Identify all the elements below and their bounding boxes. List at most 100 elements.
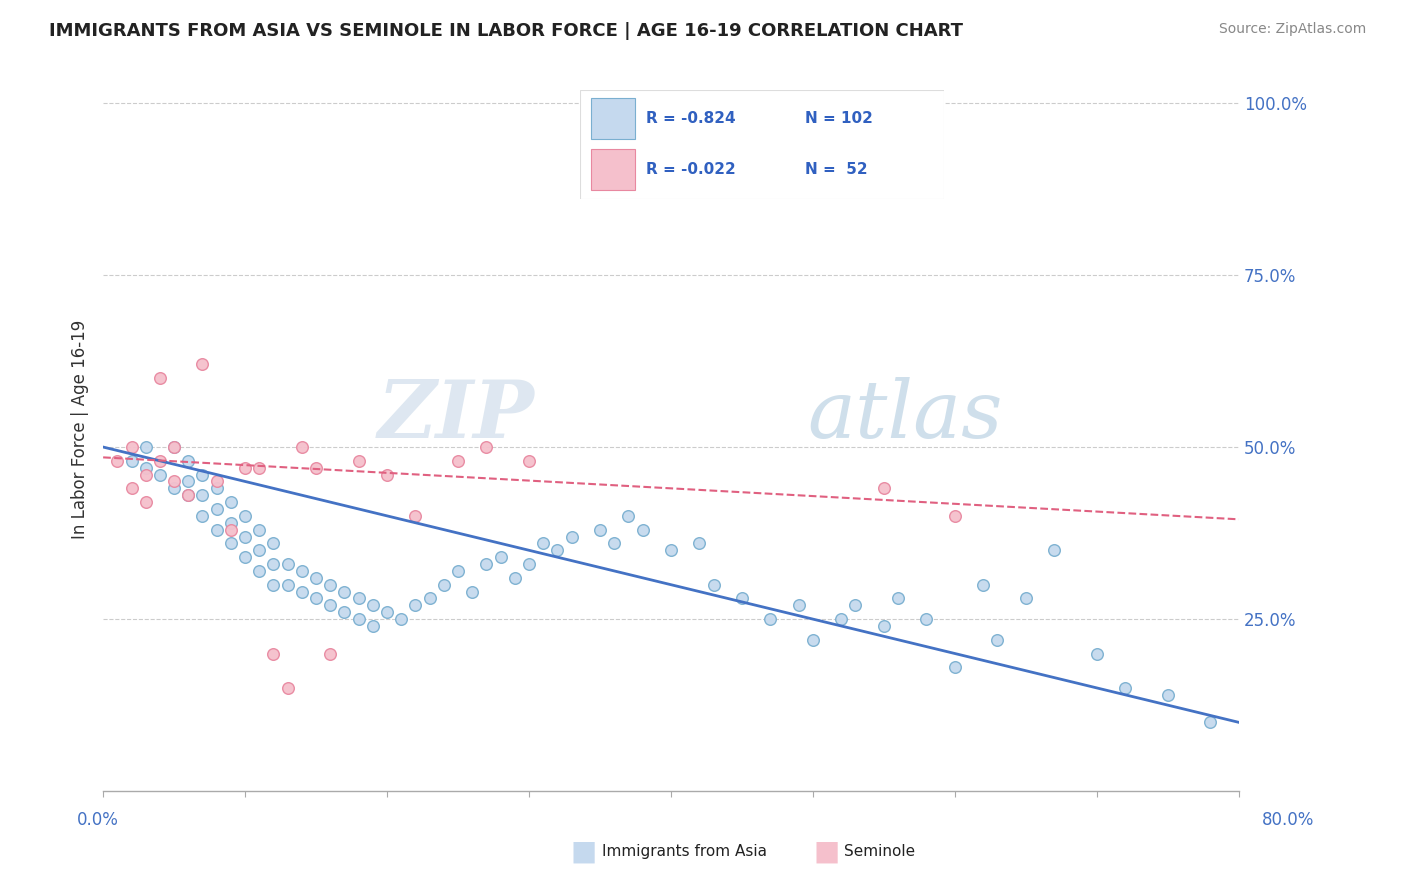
Text: ■: ■ — [571, 838, 596, 866]
Point — [787, 599, 810, 613]
Point — [531, 536, 554, 550]
Point — [191, 358, 214, 372]
Point — [333, 605, 356, 619]
Point — [191, 467, 214, 482]
Text: Source: ZipAtlas.com: Source: ZipAtlas.com — [1219, 22, 1367, 37]
Point — [503, 571, 526, 585]
Y-axis label: In Labor Force | Age 16-19: In Labor Force | Age 16-19 — [72, 320, 89, 540]
Point — [247, 543, 270, 558]
Point — [1015, 591, 1038, 606]
Point — [163, 475, 186, 489]
Text: 0.0%: 0.0% — [77, 811, 120, 829]
Point — [361, 619, 384, 633]
Point — [247, 460, 270, 475]
Point — [219, 523, 242, 537]
Point — [121, 454, 143, 468]
Point — [333, 584, 356, 599]
Point — [291, 440, 314, 454]
Point — [205, 523, 228, 537]
Text: Seminole: Seminole — [844, 845, 915, 859]
Point — [1114, 681, 1136, 695]
Point — [844, 599, 866, 613]
Point — [277, 577, 299, 591]
Point — [419, 591, 441, 606]
Point — [915, 612, 938, 626]
Text: atlas: atlas — [807, 376, 1002, 454]
Point — [291, 584, 314, 599]
Point — [404, 599, 426, 613]
Point — [263, 536, 285, 550]
Point — [617, 508, 640, 523]
Point — [205, 481, 228, 495]
Point — [801, 632, 824, 647]
Point — [205, 475, 228, 489]
Point — [121, 481, 143, 495]
Point — [263, 557, 285, 571]
Point — [135, 495, 157, 509]
Point — [589, 523, 612, 537]
Point — [305, 571, 328, 585]
Text: ZIP: ZIP — [378, 376, 534, 454]
Text: ■: ■ — [814, 838, 839, 866]
Point — [972, 577, 994, 591]
Point — [233, 529, 256, 543]
Point — [404, 508, 426, 523]
Point — [517, 454, 540, 468]
Point — [517, 557, 540, 571]
Point — [347, 454, 370, 468]
Point — [475, 557, 498, 571]
Point — [986, 632, 1008, 647]
Point — [631, 523, 654, 537]
Point — [135, 460, 157, 475]
Point — [433, 577, 456, 591]
Point — [263, 647, 285, 661]
Point — [731, 591, 754, 606]
Text: IMMIGRANTS FROM ASIA VS SEMINOLE IN LABOR FORCE | AGE 16-19 CORRELATION CHART: IMMIGRANTS FROM ASIA VS SEMINOLE IN LABO… — [49, 22, 963, 40]
Point — [561, 529, 583, 543]
Point — [447, 564, 470, 578]
Point — [873, 481, 896, 495]
Point — [347, 591, 370, 606]
Point — [205, 502, 228, 516]
Point — [389, 612, 412, 626]
Point — [375, 605, 398, 619]
Point — [233, 550, 256, 565]
Point — [177, 475, 200, 489]
Point — [319, 577, 342, 591]
Point — [105, 454, 128, 468]
Text: Immigrants from Asia: Immigrants from Asia — [602, 845, 766, 859]
Point — [135, 467, 157, 482]
Point — [247, 564, 270, 578]
Point — [603, 536, 626, 550]
Point — [263, 577, 285, 591]
Point — [319, 647, 342, 661]
Point — [319, 599, 342, 613]
Point — [375, 467, 398, 482]
Point — [475, 440, 498, 454]
Point — [347, 612, 370, 626]
Point — [659, 543, 682, 558]
Point — [1199, 715, 1222, 730]
Point — [873, 619, 896, 633]
Point — [688, 536, 710, 550]
Point — [163, 481, 186, 495]
Point — [149, 454, 172, 468]
Point — [135, 440, 157, 454]
Point — [277, 681, 299, 695]
Point — [461, 584, 484, 599]
Point — [489, 550, 512, 565]
Point — [149, 371, 172, 385]
Point — [191, 508, 214, 523]
Point — [191, 488, 214, 502]
Point — [291, 564, 314, 578]
Point — [177, 454, 200, 468]
Point — [121, 440, 143, 454]
Point — [219, 536, 242, 550]
Point — [305, 591, 328, 606]
Text: 80.0%: 80.0% — [1263, 811, 1315, 829]
Point — [759, 612, 782, 626]
Point — [233, 460, 256, 475]
Point — [247, 523, 270, 537]
Point — [1085, 647, 1108, 661]
Point — [277, 557, 299, 571]
